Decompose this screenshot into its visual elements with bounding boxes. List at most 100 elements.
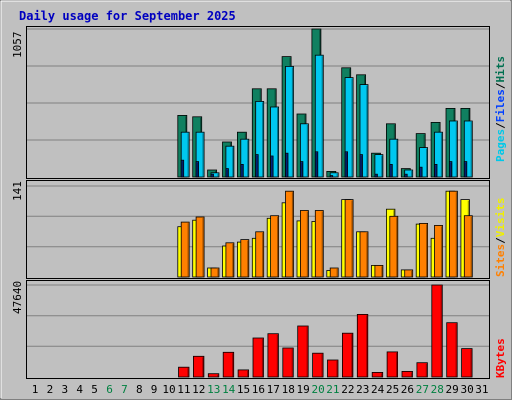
bar-pages-day-15 <box>240 138 250 178</box>
bar-sites-day-22-body <box>344 199 354 278</box>
bar-sites-day-26-body <box>404 269 414 278</box>
bar-files-day-28 <box>434 163 438 178</box>
bar-kbytes-day-24 <box>371 371 384 378</box>
x-tick-label-day-30: 30 <box>460 383 473 396</box>
bar-sites-day-21-body <box>329 267 339 278</box>
bar-pages-day-29-body <box>448 120 458 178</box>
bar-kbytes-day-17 <box>267 333 279 378</box>
x-tick-label-day-16: 16 <box>252 383 265 396</box>
legend-item: / <box>494 237 507 244</box>
bar-pages-day-19 <box>299 123 309 178</box>
bar-sites-day-23-body <box>359 231 369 278</box>
bar-sites-day-17 <box>270 215 280 278</box>
x-tick-label-day-25: 25 <box>386 383 399 396</box>
x-tick-label-day-26: 26 <box>401 383 414 396</box>
bar-kbytes-day-28-body <box>431 284 443 378</box>
bar-kbytes-day-26 <box>401 370 413 378</box>
bar-kbytes-day-25-body <box>386 351 399 378</box>
bar-files-day-25 <box>389 163 393 178</box>
bar-kbytes-day-23 <box>356 313 369 378</box>
bar-kbytes-day-12-body <box>192 355 205 378</box>
x-tick-label-day-8: 8 <box>136 383 143 396</box>
bar-pages-day-18 <box>285 66 294 178</box>
bar-files-day-11 <box>180 159 185 178</box>
bar-kbytes-day-18-body <box>282 347 294 378</box>
bar-pages-day-12-body <box>195 131 205 178</box>
x-tick-label-day-27: 27 <box>416 383 429 396</box>
bar-files-day-27 <box>419 166 423 178</box>
bar-pages-day-14-body <box>225 145 235 178</box>
bar-pages-day-27 <box>419 147 429 178</box>
panel-middle-bars <box>177 190 473 278</box>
bar-pages-day-17 <box>270 106 280 178</box>
x-tick-label-day-23: 23 <box>356 383 369 396</box>
bar-pages-day-11-body <box>180 131 190 178</box>
bar-sites-day-27-body <box>419 222 429 278</box>
x-tick-label-day-10: 10 <box>162 383 175 396</box>
bar-sites-day-24-body <box>374 264 384 278</box>
bar-sites-day-21 <box>329 267 339 278</box>
bar-sites-day-19 <box>299 210 309 278</box>
bar-kbytes-day-23-body <box>356 313 369 378</box>
bar-sites-day-18 <box>285 190 294 278</box>
bar-files-day-19 <box>299 161 304 178</box>
bar-sites-day-27 <box>419 222 429 278</box>
bar-pages-day-27-body <box>419 147 429 178</box>
bar-pages-day-23 <box>359 84 369 178</box>
bar-kbytes-day-11 <box>178 366 190 378</box>
bar-pages-day-26-body <box>404 169 414 178</box>
bar-sites-day-15 <box>240 239 250 278</box>
x-tick-label-day-22: 22 <box>341 383 354 396</box>
bar-files-day-16 <box>255 154 259 178</box>
bar-pages-day-28 <box>434 131 443 178</box>
bar-kbytes-day-29-body <box>446 322 458 378</box>
bar-kbytes-day-18 <box>282 347 294 378</box>
bar-kbytes-day-22-body <box>341 332 354 378</box>
bar-files-day-29 <box>448 161 453 178</box>
bar-sites-day-13 <box>210 267 220 278</box>
bar-kbytes-day-16 <box>252 337 264 378</box>
bar-sites-day-30 <box>463 215 473 278</box>
bar-files-day-20 <box>314 151 319 178</box>
bar-pages-day-19-body <box>299 123 309 178</box>
bar-pages-day-26 <box>404 169 414 178</box>
bar-kbytes-day-20-body <box>312 352 324 378</box>
bar-sites-day-14-body <box>225 242 235 278</box>
bar-files-day-30 <box>463 161 468 178</box>
bar-sites-day-22 <box>344 199 354 278</box>
bar-sites-day-12-body <box>195 216 205 278</box>
bar-kbytes-day-30 <box>461 348 473 378</box>
bar-sites-day-23 <box>359 231 369 278</box>
bar-files-day-21 <box>329 175 334 178</box>
x-tick-label-day-29: 29 <box>445 383 458 396</box>
legend-item: Files <box>494 89 507 122</box>
x-tick-label-day-21: 21 <box>326 383 339 396</box>
bar-sites-day-26 <box>404 269 414 278</box>
bar-sites-day-11 <box>180 221 190 278</box>
bar-pages-day-11 <box>180 131 190 178</box>
bar-kbytes-day-26-body <box>401 370 413 378</box>
bar-sites-day-16-body <box>255 231 265 278</box>
legend-item: KBytes <box>494 338 507 378</box>
bar-pages-day-25-body <box>389 138 399 178</box>
x-tick-label-day-28: 28 <box>431 383 444 396</box>
bar-sites-day-13-body <box>210 267 220 278</box>
bar-pages-day-21-body <box>329 172 339 178</box>
bar-files-day-23 <box>359 154 363 178</box>
x-tick-label-day-20: 20 <box>311 383 324 396</box>
bar-sites-day-16 <box>255 231 265 278</box>
panel-visits-sites: 141 Sites/Visits <box>11 180 507 279</box>
panel-bottom-legend: KBytes <box>494 338 507 378</box>
x-tick-label-day-11: 11 <box>177 383 190 396</box>
bar-files-day-15 <box>240 163 244 178</box>
bar-kbytes-day-30-body <box>461 348 473 378</box>
bar-pages-day-30-body <box>463 120 473 178</box>
panel-bottom-max-label: 47640 <box>11 281 24 314</box>
bar-kbytes-day-13-body <box>207 373 220 378</box>
bar-kbytes-day-14-body <box>222 351 235 378</box>
bar-kbytes-day-12 <box>192 355 205 378</box>
panel-hits-files-pages: 1057 Pages/Files/Hits <box>11 26 507 179</box>
bar-pages-day-29 <box>448 120 458 178</box>
bar-kbytes-day-19 <box>297 325 309 378</box>
